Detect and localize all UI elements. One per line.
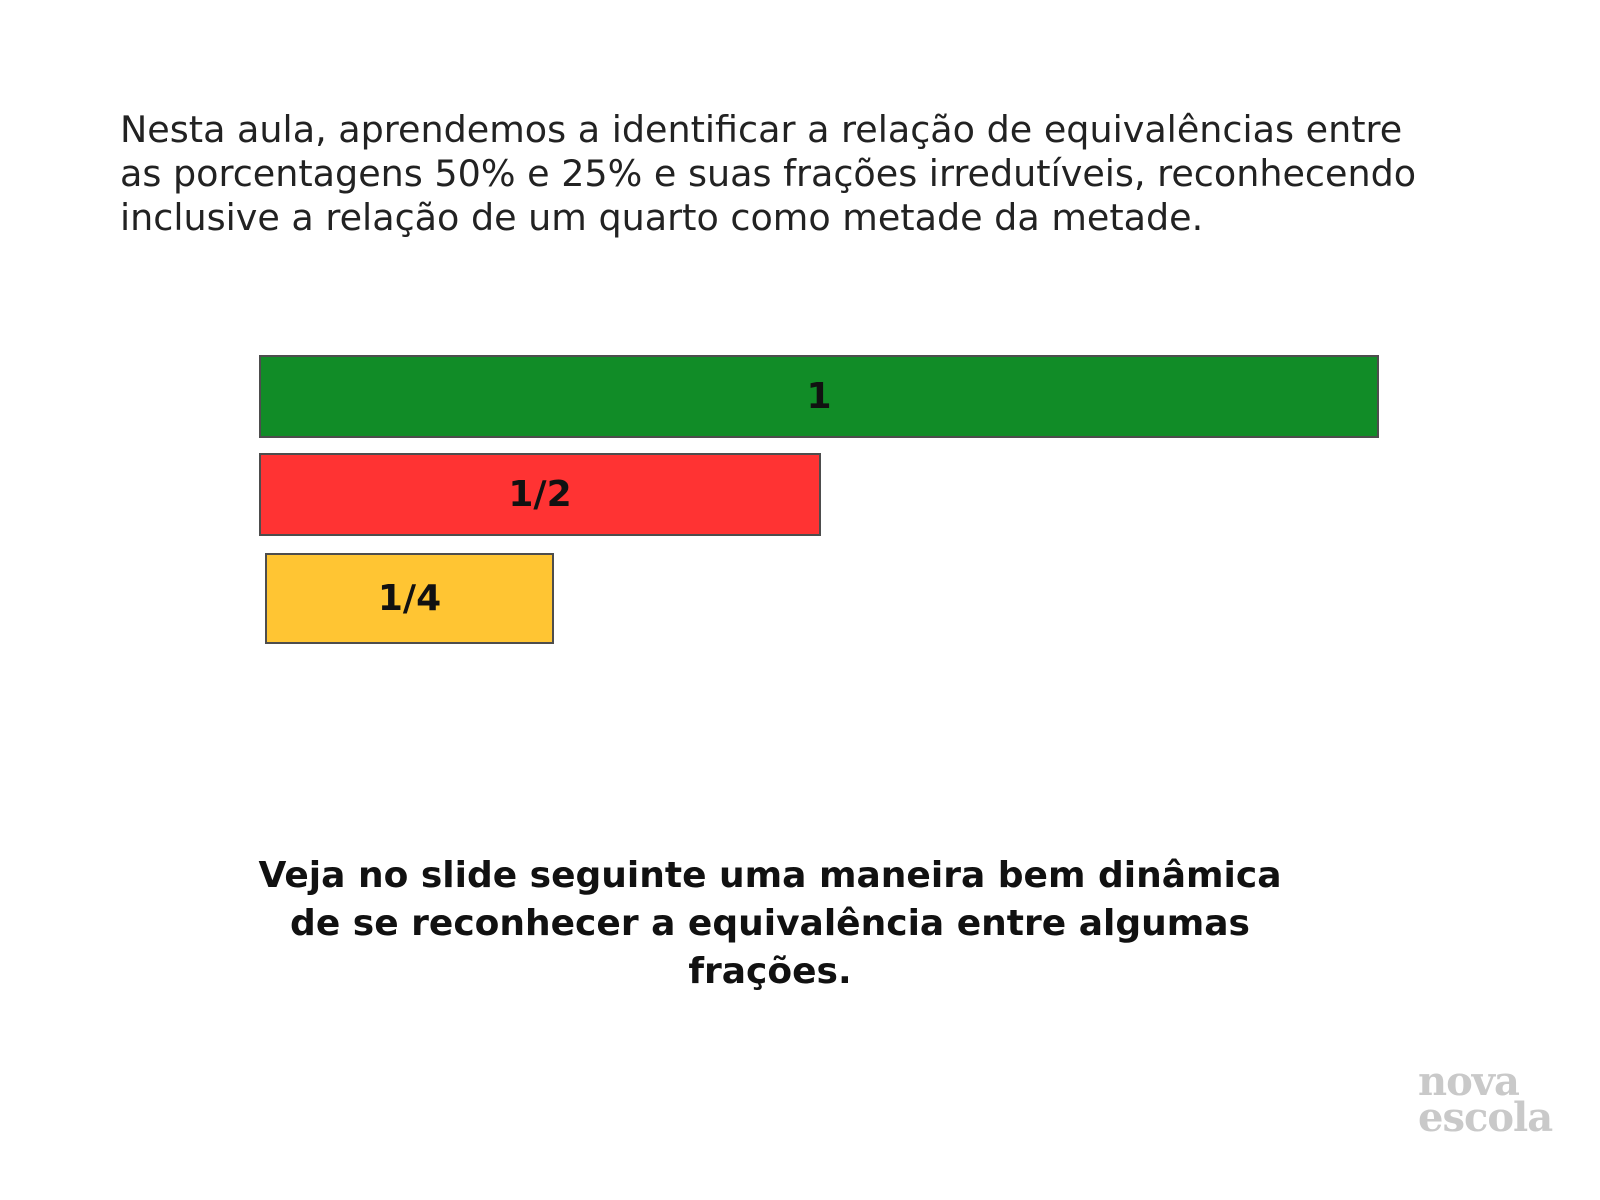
fraction-bar-quarter: 1/4 [265, 553, 554, 644]
intro-text: Nesta aula, aprendemos a identificar a r… [120, 108, 1460, 240]
logo-word: nova [1418, 1058, 1520, 1105]
next-slide-note: Veja no slide seguinte uma maneira bem d… [240, 852, 1300, 996]
note-line: de se reconhecer a equivalência entre al… [290, 903, 1250, 944]
note-line: frações. [688, 951, 852, 992]
nova-escola-logo: nova escola [1418, 1058, 1578, 1141]
intro-line: inclusive a relação de um quarto como me… [120, 196, 1204, 239]
fraction-bar-whole: 1 [259, 355, 1379, 438]
fraction-bar-label: 1/4 [377, 578, 442, 619]
logo-word: escola [1418, 1094, 1553, 1141]
note-line: Veja no slide seguinte uma maneira bem d… [258, 855, 1282, 896]
fraction-bar-half: 1/2 [259, 453, 821, 536]
fraction-bar-label: 1/2 [508, 474, 572, 515]
intro-line: as porcentagens 50% e 25% e suas frações… [120, 152, 1417, 195]
intro-line: Nesta aula, aprendemos a identificar a r… [120, 108, 1403, 151]
fraction-bar-label: 1 [806, 376, 832, 417]
